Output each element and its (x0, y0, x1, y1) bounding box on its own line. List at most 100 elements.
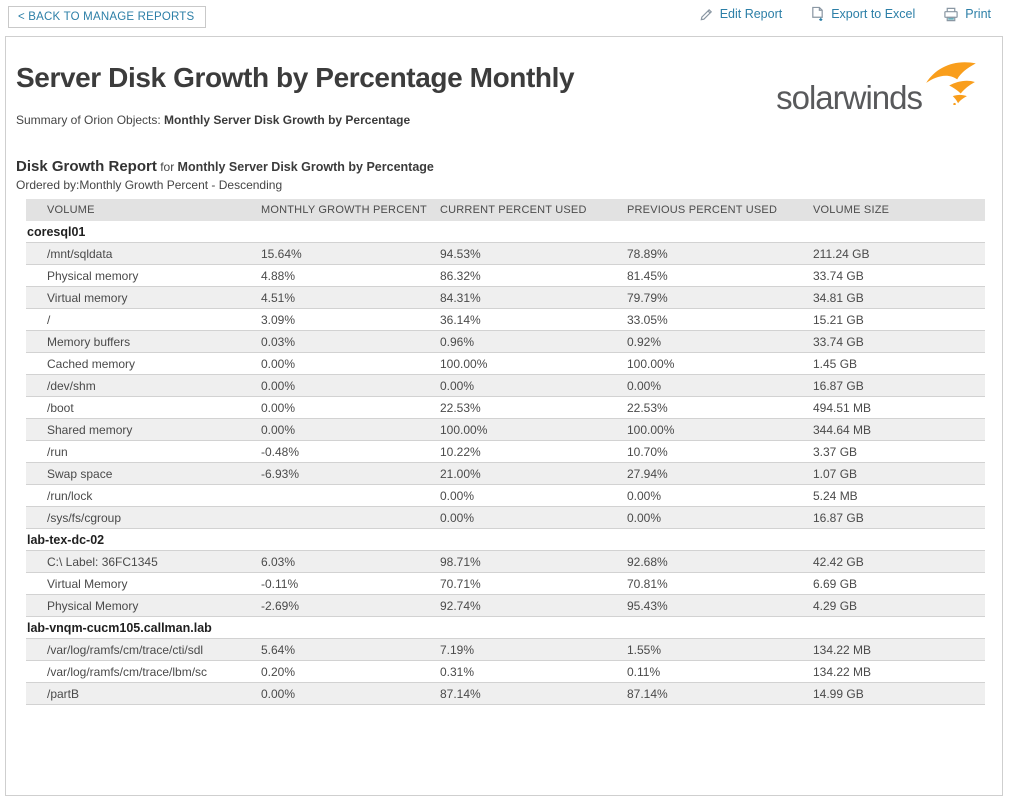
cell-size: 14.99 GB (813, 682, 985, 705)
cell-size: 1.45 GB (813, 356, 858, 371)
cell-monthly: 0.00% (261, 418, 440, 441)
cell-monthly: -0.11% (261, 576, 299, 591)
table-row: Virtual memory 4.51% 84.31% 79.79% 34.81 GB (26, 286, 985, 309)
cell-size: 134.22 MB (813, 638, 985, 661)
cell-current: 36.14% (440, 312, 481, 327)
cell-volume: /var/log/ramfs/cm/trace/cti/sdl (26, 638, 261, 661)
cell-monthly (261, 485, 440, 507)
group-name: lab-tex-dc-02 (26, 528, 985, 551)
table-row: /var/log/ramfs/cm/trace/lbm/sc 0.20% 0.31%… (26, 660, 985, 683)
cell-monthly: -6.93% (261, 462, 440, 485)
cell-volume: /partB (26, 682, 261, 705)
cell-monthly: -0.48% (261, 444, 300, 459)
cell-previous: 10.70% (627, 444, 668, 459)
solarwinds-logo-text: solarwinds (776, 79, 923, 116)
cell-previous: 0.11% (627, 664, 661, 679)
cell-volume: Virtual Memory (47, 576, 128, 591)
cell-current: 98.71% (440, 550, 627, 573)
table-row: /dev/shm 0.00% 0.00% 0.00% 16.87 GB (26, 374, 985, 397)
table-row: /sys/fs/cgroup 0.00% 0.00% 16.87 GB (26, 506, 985, 529)
cell-current: 86.32% (440, 268, 481, 283)
cell-monthly: 6.03% (261, 550, 440, 573)
column-header-size: VOLUME SIZE (813, 198, 985, 221)
table-header-row: VOLUME MONTHLY GROWTH PERCENT CURRENT PE… (26, 198, 985, 221)
table-row: Shared memory 0.00% 100.00% 100.00% 344.64 M… (26, 418, 985, 441)
cell-size: 1.07 GB (813, 462, 985, 485)
table-row: /mnt/sqldata 15.64% 94.53% 78.89% 211.24 GB (26, 242, 985, 265)
cell-previous: 27.94% (627, 462, 813, 485)
cell-current: 84.31% (440, 286, 627, 309)
cell-previous: 100.00% (627, 356, 675, 371)
cell-current: 0.00% (440, 506, 627, 529)
column-header-monthly: MONTHLY GROWTH PERCENT (261, 198, 440, 221)
cell-volume: Memory buffers (26, 330, 261, 353)
cell-previous: 92.68% (627, 550, 813, 573)
print-link[interactable]: Print (943, 7, 991, 22)
cell-monthly: -2.69% (261, 594, 440, 617)
cell-volume: Virtual memory (26, 286, 261, 309)
section-subject: Monthly Server Disk Growth by Percentage (177, 159, 434, 174)
cell-previous: 100.00% (627, 418, 813, 441)
summary-prefix: Summary of Orion Objects: (16, 112, 165, 127)
group-name: lab-vnqm-cucm105.callman.lab (26, 616, 985, 639)
cell-size: 211.24 GB (813, 242, 985, 265)
cell-size: 16.87 GB (813, 374, 985, 397)
cell-previous: 70.81% (627, 576, 668, 591)
edit-report-link[interactable]: Edit Report (699, 7, 783, 22)
column-header-current: CURRENT PERCENT USED (440, 198, 627, 221)
cell-size: 15.21 GB (813, 312, 864, 327)
export-to-excel-label: Export to Excel (831, 7, 916, 21)
cell-previous: 1.55% (627, 638, 813, 661)
cell-current: 0.00% (440, 374, 627, 397)
cell-monthly: 0.00% (261, 356, 296, 371)
cell-current: 92.74% (440, 594, 627, 617)
group-header-row: coresql01 (26, 220, 985, 243)
cell-volume: Cached memory (47, 356, 136, 371)
cell-current: 10.22% (440, 444, 481, 459)
table-row: /run -0.48% 10.22% 10.70% 3.37 GB (26, 440, 985, 463)
cell-current: 70.71% (440, 576, 481, 591)
back-to-manage-reports-button[interactable]: < BACK TO MANAGE REPORTS (8, 6, 207, 28)
table-row: Cached memory 0.00% 100.00% 100.00% 1.45 GB (26, 352, 985, 375)
group-header-row: lab-vnqm-cucm105.callman.lab (26, 616, 985, 639)
cell-previous: 33.05% (627, 312, 668, 327)
column-header-previous: PREVIOUS PERCENT USED (627, 198, 813, 221)
cell-volume: Physical Memory (26, 594, 261, 617)
cell-current: 87.14% (440, 682, 627, 705)
section-heading: Disk Growth Report for Monthly Server Di… (16, 158, 992, 175)
solarwinds-swoosh-icon (924, 59, 978, 110)
table-row: Physical Memory -2.69% 92.74% 95.43% 4.29 GB (26, 594, 985, 617)
cell-size: 6.69 GB (813, 576, 858, 591)
column-header-volume: VOLUME (26, 198, 261, 221)
cell-size: 33.74 GB (813, 330, 985, 353)
print-label: Print (965, 7, 991, 21)
cell-size: 4.29 GB (813, 594, 985, 617)
table-row: Memory buffers 0.03% 0.96% 0.92% 33.74 GB (26, 330, 985, 353)
cell-current: 7.19% (440, 638, 627, 661)
edit-report-label: Edit Report (719, 7, 783, 21)
cell-previous: 0.00% (627, 488, 662, 503)
cell-volume: Shared memory (26, 418, 261, 441)
table-row: / 3.09% 36.14% 33.05% 15.21 GB (26, 308, 985, 331)
cell-previous: 81.45% (627, 268, 668, 283)
table-row: /partB 0.00% 87.14% 87.14% 14.99 GB (26, 682, 985, 705)
cell-monthly: 0.00% (261, 374, 440, 397)
cell-previous: 78.89% (627, 242, 813, 265)
export-to-excel-link[interactable]: Export to Excel (810, 6, 915, 22)
cell-monthly: 0.00% (261, 682, 440, 705)
cell-volume: /mnt/sqldata (26, 242, 261, 265)
cell-volume: /var/log/ramfs/cm/trace/lbm/sc (47, 664, 208, 679)
cell-volume: /run/lock (47, 488, 93, 503)
ordered-by-line: Ordered by:Monthly Growth Percent - Desc… (16, 177, 283, 192)
section-title: Disk Growth Report (16, 157, 157, 175)
cell-previous: 22.53% (627, 400, 668, 415)
report-table-body: coresql01/mnt/sqldata 15.64% 94.53% 78.89% 2… (26, 220, 985, 705)
cell-volume: /dev/shm (26, 374, 261, 397)
cell-monthly: 0.03% (261, 330, 440, 353)
cell-current: 94.53% (440, 242, 627, 265)
cell-previous: 0.00% (627, 506, 813, 529)
cell-current: 0.00% (440, 488, 475, 503)
cell-previous: 0.00% (627, 374, 813, 397)
cell-previous: 79.79% (627, 286, 813, 309)
cell-size: 42.42 GB (813, 550, 985, 573)
